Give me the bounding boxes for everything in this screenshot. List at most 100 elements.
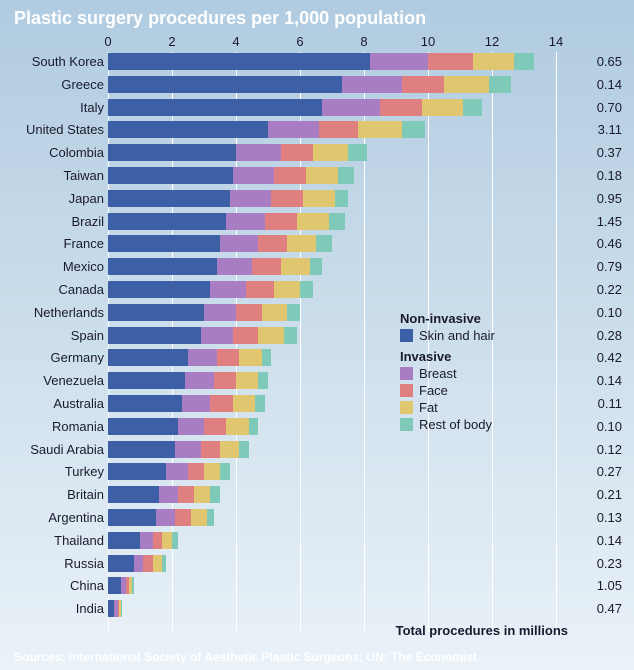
stacked-bar (108, 99, 482, 116)
stacked-bar (108, 349, 271, 366)
bar-segment-breast (230, 190, 272, 207)
bar-segment-breast (140, 532, 153, 549)
legend-item: Face (400, 383, 495, 398)
bar-segment-skin_hair (108, 577, 121, 594)
bar-segment-fat (444, 76, 489, 93)
country-label: Russia (0, 556, 104, 571)
country-label: United States (0, 122, 104, 137)
bar-segment-skin_hair (108, 144, 236, 161)
bar-segment-face (201, 441, 220, 458)
bar-row: Venezuela0.14 (0, 371, 634, 394)
stacked-bar (108, 327, 297, 344)
bar-segment-fat (162, 532, 172, 549)
bar-segment-face (274, 167, 306, 184)
bar-segment-breast (217, 258, 252, 275)
bar-segment-face (210, 395, 232, 412)
bar-segment-rest (310, 258, 323, 275)
bar-segment-rest (300, 281, 313, 298)
stacked-bar (108, 600, 122, 617)
bar-segment-skin_hair (108, 327, 201, 344)
bar-segment-rest (348, 144, 367, 161)
country-label: Britain (0, 487, 104, 502)
bar-segment-rest (262, 349, 272, 366)
bar-segment-skin_hair (108, 190, 230, 207)
x-tick-label: 2 (168, 34, 175, 49)
bar-segment-skin_hair (108, 76, 342, 93)
sources-text: Sources: International Society of Aesthe… (14, 650, 477, 664)
country-label: Romania (0, 419, 104, 434)
bar-segment-fat (153, 555, 163, 572)
bar-row: Argentina0.13 (0, 508, 634, 531)
bar-segment-fat (313, 144, 348, 161)
bar-segment-rest (121, 600, 123, 617)
stacked-bar (108, 213, 345, 230)
bar-segment-breast (182, 395, 211, 412)
legend-item: Breast (400, 366, 495, 381)
bar-row: Thailand0.14 (0, 531, 634, 554)
bar-segment-face (380, 99, 422, 116)
bar-segment-skin_hair (108, 418, 178, 435)
country-label: Netherlands (0, 305, 104, 320)
bar-segment-face (204, 418, 226, 435)
bar-row: Japan0.95 (0, 189, 634, 212)
legend-label: Face (419, 383, 448, 398)
total-value: 0.18 (572, 168, 622, 183)
bar-segment-fat (422, 99, 464, 116)
bar-segment-skin_hair (108, 349, 188, 366)
bar-row: Brazil1.45 (0, 212, 634, 235)
bar-segment-rest (335, 190, 348, 207)
bar-segment-fat (306, 167, 338, 184)
country-label: Germany (0, 350, 104, 365)
bar-segment-breast (201, 327, 233, 344)
stacked-bar (108, 463, 230, 480)
bar-row: Romania0.10 (0, 417, 634, 440)
bar-segment-rest (132, 577, 134, 594)
country-label: Japan (0, 191, 104, 206)
stacked-bar (108, 121, 425, 138)
bar-segment-rest (220, 463, 230, 480)
total-value: 0.12 (572, 442, 622, 457)
bar-segment-rest (249, 418, 259, 435)
stacked-bar (108, 304, 300, 321)
bar-segment-rest (287, 304, 300, 321)
bar-segment-face (214, 372, 236, 389)
legend: Non-invasiveSkin and hairInvasiveBreastF… (400, 305, 495, 434)
bar-segment-fat (473, 53, 515, 70)
bar-segment-rest (329, 213, 345, 230)
total-value: 1.05 (572, 578, 622, 593)
bar-segment-face (178, 486, 194, 503)
bar-segment-fat (274, 281, 300, 298)
total-value: 0.22 (572, 282, 622, 297)
total-value: 0.37 (572, 145, 622, 160)
stacked-bar (108, 144, 367, 161)
total-value: 3.11 (572, 122, 622, 137)
total-value: 0.14 (572, 373, 622, 388)
total-value: 0.46 (572, 236, 622, 251)
bar-segment-rest (258, 372, 268, 389)
legend-group-header: Invasive (400, 349, 495, 364)
stacked-bar (108, 395, 265, 412)
legend-swatch (400, 401, 413, 414)
bar-segment-fat (262, 304, 288, 321)
stacked-bar (108, 486, 220, 503)
bar-row: South Korea0.65 (0, 52, 634, 75)
bar-row: Australia 0.11 (0, 394, 634, 417)
total-value: 0.11 (572, 396, 622, 411)
bar-segment-fat (204, 463, 220, 480)
bar-segment-fat (226, 418, 248, 435)
bar-segment-breast (204, 304, 236, 321)
stacked-bar (108, 281, 313, 298)
legend-swatch (400, 329, 413, 342)
bar-row: Russia 0.23 (0, 554, 634, 577)
bar-segment-face (252, 258, 281, 275)
bar-segment-face (281, 144, 313, 161)
bar-segment-face (265, 213, 297, 230)
stacked-bar (108, 441, 249, 458)
country-label: South Korea (0, 54, 104, 69)
country-label: Australia (0, 396, 104, 411)
bar-row: Germany0.42 (0, 348, 634, 371)
legend-item: Rest of body (400, 417, 495, 432)
bar-segment-skin_hair (108, 304, 204, 321)
country-label: Spain (0, 328, 104, 343)
total-value: 0.23 (572, 556, 622, 571)
